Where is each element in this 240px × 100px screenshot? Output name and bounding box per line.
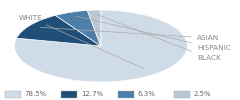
Wedge shape	[14, 10, 187, 82]
FancyBboxPatch shape	[174, 90, 190, 98]
FancyBboxPatch shape	[5, 90, 21, 98]
Text: HISPANIC: HISPANIC	[77, 16, 231, 51]
Text: BLACK: BLACK	[97, 15, 221, 61]
Text: 12.7%: 12.7%	[81, 91, 103, 97]
FancyBboxPatch shape	[61, 90, 77, 98]
Wedge shape	[87, 10, 101, 46]
Text: 78.5%: 78.5%	[25, 91, 47, 97]
Wedge shape	[17, 15, 101, 46]
FancyBboxPatch shape	[118, 90, 134, 98]
Text: 2.5%: 2.5%	[194, 91, 211, 97]
Text: WHITE: WHITE	[19, 15, 144, 69]
Text: 6.3%: 6.3%	[137, 91, 155, 97]
Wedge shape	[55, 10, 101, 46]
Text: ASIAN: ASIAN	[40, 27, 219, 41]
